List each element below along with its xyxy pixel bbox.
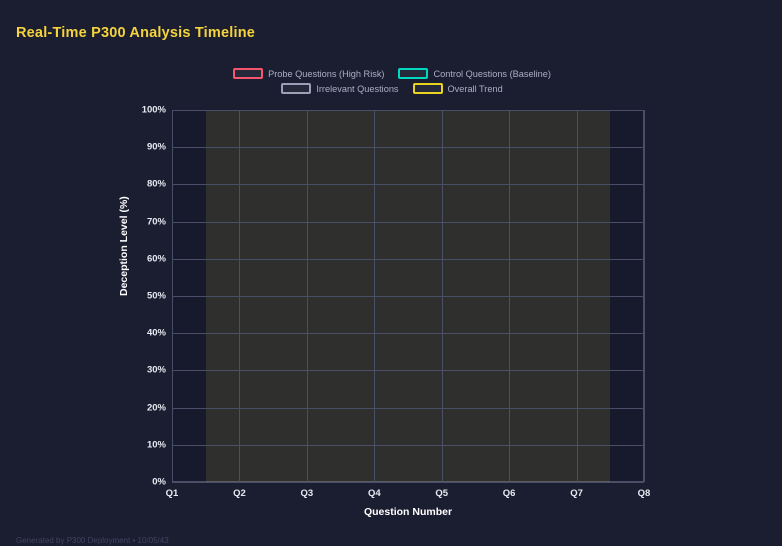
gridline-vertical [509, 110, 511, 482]
gridline-vertical [172, 110, 173, 482]
y-tick-label: 60% [146, 253, 166, 265]
legend-irrelevant-swatch-icon [281, 83, 312, 94]
legend-control-label: Control Questions (Baseline) [433, 68, 551, 79]
y-tick-label: 40% [146, 327, 166, 339]
x-tick-label: Q3 [300, 488, 314, 499]
gridline-vertical [239, 110, 241, 482]
x-tick-label: Q1 [165, 488, 179, 499]
y-tick-label: 100% [141, 104, 166, 116]
gridline-vertical [374, 110, 376, 482]
page-title: Real-Time P300 Analysis Timeline [16, 25, 256, 41]
y-tick-label: 90% [146, 141, 166, 153]
gridline-horizontal [172, 110, 644, 111]
gridline-horizontal [172, 221, 644, 223]
gridline-vertical [644, 110, 645, 482]
legend-irrelevant-label: Irrelevant Questions [316, 83, 399, 94]
legend-control[interactable]: Control Questions (Baseline) [398, 68, 551, 79]
legend-trend-label: Overall Trend [447, 83, 503, 94]
x-axis-label: Question Number [363, 506, 453, 518]
y-tick-label: 70% [146, 216, 166, 228]
gridline-vertical [576, 110, 578, 482]
x-tick-label: Q6 [502, 488, 516, 499]
gridline-horizontal [172, 370, 644, 372]
x-tick-label: Q4 [367, 488, 381, 499]
footer-note: Generated by P300 Deployment • 10/05/43 [16, 536, 169, 545]
legend-trend[interactable]: Overall Trend [412, 83, 503, 94]
gridline-vertical [306, 110, 308, 482]
gridline-horizontal [172, 444, 644, 446]
y-axis-label: Deception Level (%) [118, 196, 130, 296]
chart-legend: Probe Questions (High Risk) Control Quest… [172, 68, 612, 94]
legend-probe-swatch-icon [233, 68, 264, 79]
legend-probe-label: Probe Questions (High Risk) [268, 68, 385, 79]
legend-irrelevant[interactable]: Irrelevant Questions [281, 83, 399, 94]
y-tick-label: 50% [146, 290, 166, 302]
x-tick-label: Q8 [637, 488, 651, 499]
gridline-horizontal [172, 333, 644, 335]
legend-control-swatch-icon [398, 68, 429, 79]
y-tick-label: 10% [146, 439, 166, 451]
gridline-horizontal [172, 407, 644, 409]
legend-probe[interactable]: Probe Questions (High Risk) [233, 68, 384, 79]
plot-area [172, 110, 645, 483]
y-tick-label: 0% [152, 476, 166, 488]
y-tick-label: 80% [146, 178, 166, 190]
y-tick-label: 30% [146, 364, 166, 376]
y-tick-label: 20% [146, 402, 166, 414]
gridline-vertical [441, 110, 443, 482]
gridline-horizontal [172, 296, 644, 297]
x-tick-label: Q5 [435, 488, 449, 499]
legend-trend-swatch-icon [412, 83, 443, 94]
gridline-horizontal [172, 184, 644, 186]
gridline-horizontal [172, 258, 644, 260]
x-tick-label: Q7 [570, 488, 583, 499]
gridline-horizontal [172, 147, 644, 149]
gridline-horizontal [172, 482, 644, 483]
x-tick-label: Q2 [233, 488, 246, 499]
